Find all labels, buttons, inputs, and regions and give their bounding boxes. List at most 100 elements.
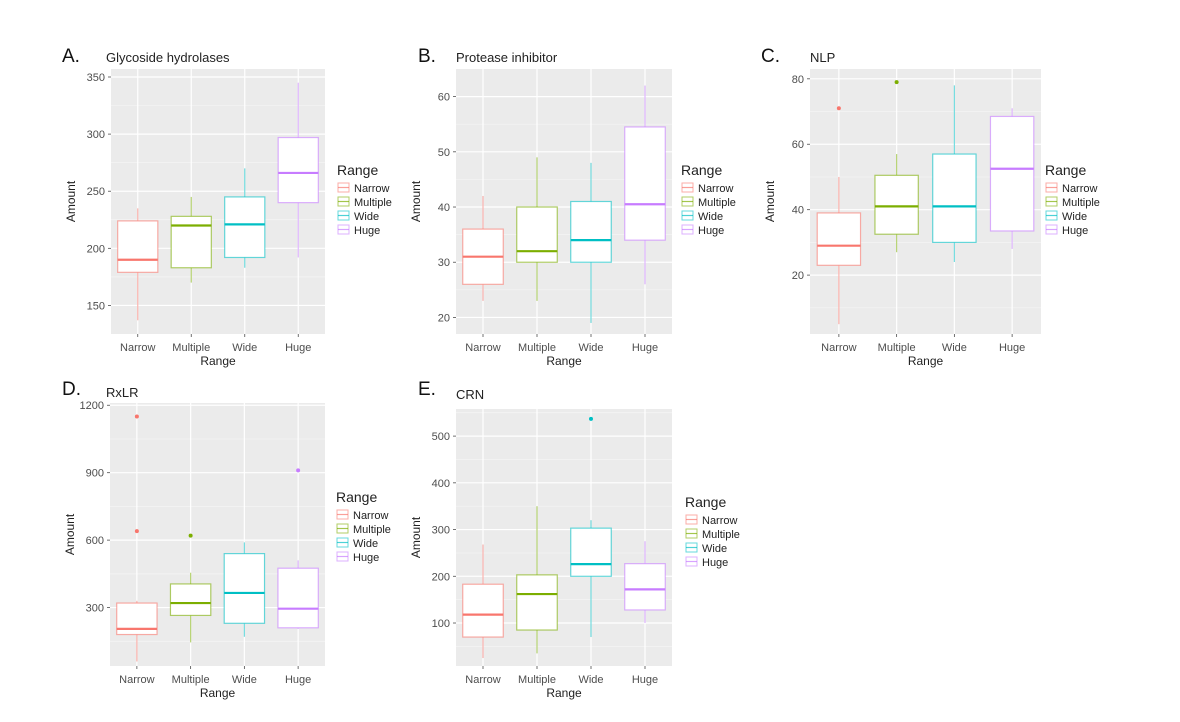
- panel-title: Protease inhibitor: [456, 50, 558, 65]
- box-narrow: [462, 544, 504, 659]
- x-tick-label: Multiple: [518, 674, 556, 686]
- box-body: [516, 574, 558, 631]
- box-huge: [277, 82, 319, 258]
- box-narrow: [462, 195, 504, 301]
- legend: Range Narrow Multiple Wide Huge: [337, 162, 392, 237]
- y-tick-label: 350: [87, 72, 105, 84]
- box-body: [989, 115, 1035, 232]
- x-tick-label: Wide: [942, 342, 967, 354]
- y-tick-label: 40: [438, 202, 450, 214]
- y-tick-label: 80: [792, 74, 804, 86]
- legend-label: Wide: [353, 538, 378, 550]
- x-axis-title: Range: [200, 354, 236, 368]
- legend: Range Narrow Multiple Wide Huge: [685, 494, 740, 569]
- legend-label: Multiple: [1062, 197, 1100, 209]
- legend-label: Narrow: [702, 515, 738, 527]
- legend-item-narrow: Narrow: [1045, 182, 1098, 195]
- box-body: [169, 583, 212, 617]
- legend-label: Narrow: [1062, 183, 1098, 195]
- y-tick-label: 200: [432, 571, 450, 583]
- box-multiple: [170, 196, 212, 283]
- legend-label: Narrow: [353, 510, 389, 522]
- legend: Range Narrow Multiple Wide Huge: [336, 489, 391, 564]
- x-tick-label: Huge: [632, 674, 658, 686]
- box-multiple: [516, 157, 558, 301]
- y-axis-title: Amount: [409, 180, 423, 222]
- box-body: [462, 583, 504, 638]
- box-body: [816, 212, 862, 266]
- y-tick-label: 300: [87, 129, 105, 141]
- box-narrow: [116, 414, 158, 662]
- chart-panel: 20 30 40 50 60 Narrow Multiple Wide Huge Range Amo…: [409, 46, 736, 368]
- box-body: [170, 215, 212, 269]
- x-tick-label: Wide: [578, 342, 603, 354]
- legend-label: Huge: [698, 225, 724, 237]
- legend-label: Narrow: [354, 183, 390, 195]
- x-axis-title: Range: [546, 354, 582, 368]
- box-narrow: [816, 106, 862, 325]
- box-narrow: [117, 208, 159, 321]
- box-body: [874, 174, 919, 235]
- x-tick-label: Narrow: [120, 342, 156, 354]
- y-tick-label: 40: [792, 205, 804, 217]
- box-wide: [932, 85, 977, 263]
- legend-label: Wide: [702, 543, 727, 555]
- chart-panel: 20 40 60 80 Narrow Multiple Wide Huge Range Amoun…: [761, 46, 1100, 368]
- x-tick-label: Huge: [632, 342, 658, 354]
- x-tick-label: Narrow: [821, 342, 857, 354]
- outlier-point: [296, 468, 301, 473]
- x-tick-label: Huge: [999, 342, 1025, 354]
- y-tick-label: 200: [87, 243, 105, 255]
- legend-item-huge: Huge: [685, 556, 728, 569]
- box-huge: [624, 541, 666, 624]
- y-tick-label: 20: [438, 312, 450, 324]
- legend-label: Wide: [1062, 211, 1087, 223]
- box-wide: [570, 162, 612, 323]
- legend-item-multiple: Multiple: [337, 196, 392, 209]
- legend-item-multiple: Multiple: [681, 196, 736, 209]
- x-tick-label: Wide: [578, 674, 603, 686]
- legend-item-narrow: Narrow: [336, 509, 389, 522]
- box-wide: [570, 416, 612, 638]
- legend-label: Wide: [354, 211, 379, 223]
- x-tick-label: Huge: [285, 674, 311, 686]
- box-body: [624, 126, 666, 241]
- x-tick-label: Huge: [285, 342, 311, 354]
- y-tick-label: 1200: [80, 400, 104, 412]
- legend-title: Range: [1045, 162, 1086, 178]
- x-tick-label: Wide: [232, 342, 257, 354]
- legend-title: Range: [681, 162, 722, 178]
- x-tick-label: Multiple: [172, 342, 210, 354]
- outlier-point: [589, 416, 593, 421]
- box-body: [117, 220, 159, 273]
- y-tick-label: 100: [432, 618, 450, 630]
- y-tick-label: 50: [438, 147, 450, 159]
- y-tick-label: 300: [432, 525, 450, 537]
- legend-title: Range: [685, 494, 726, 510]
- legend-label: Multiple: [702, 529, 740, 541]
- legend-label: Multiple: [354, 197, 392, 209]
- y-tick-label: 400: [432, 478, 450, 490]
- legend-label: Narrow: [698, 183, 734, 195]
- legend-label: Wide: [698, 211, 723, 223]
- legend-item-wide: Wide: [336, 537, 378, 550]
- legend-label: Huge: [353, 552, 379, 564]
- y-tick-label: 20: [792, 270, 804, 282]
- box-multiple: [169, 533, 212, 643]
- y-axis-title: Amount: [409, 516, 423, 558]
- legend-label: Multiple: [353, 524, 391, 536]
- box-body: [624, 563, 666, 611]
- x-tick-label: Multiple: [518, 342, 556, 354]
- y-axis-title: Amount: [763, 180, 777, 222]
- box-body: [516, 206, 558, 263]
- legend-title: Range: [336, 489, 377, 505]
- legend-item-narrow: Narrow: [685, 514, 738, 527]
- panel-letter: D.: [62, 379, 81, 400]
- box-body: [224, 196, 266, 259]
- y-tick-label: 30: [438, 257, 450, 269]
- y-tick-label: 500: [432, 431, 450, 443]
- y-tick-label: 250: [87, 186, 105, 198]
- panel-title: CRN: [456, 387, 484, 402]
